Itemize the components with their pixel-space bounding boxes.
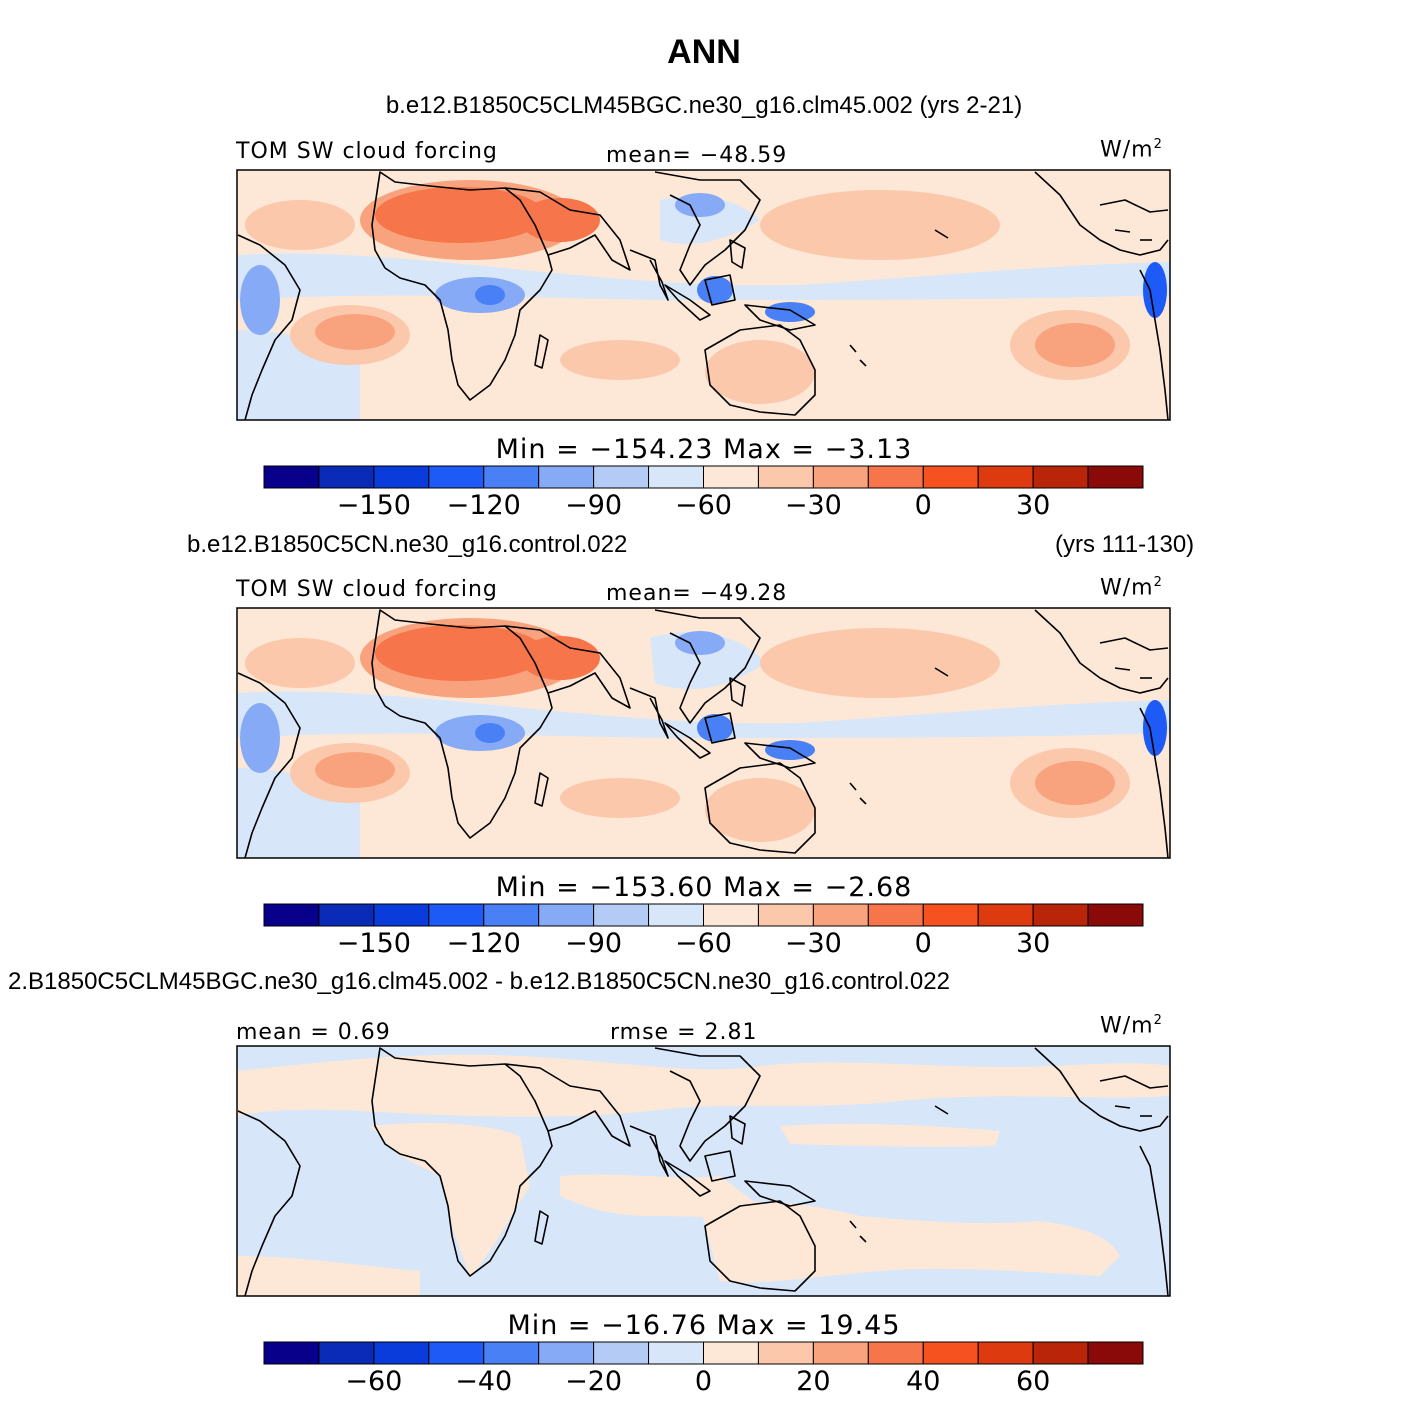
colorbar-cell xyxy=(373,1341,430,1365)
colorbar-cell xyxy=(812,903,869,927)
diff-map xyxy=(236,1045,1171,1297)
colorbar-cell xyxy=(318,465,375,489)
diff-colorbar xyxy=(263,1341,1144,1365)
colorbar-cell xyxy=(483,465,540,489)
colorbar-tick-label: −20 xyxy=(565,1366,623,1397)
case1-name: b.e12.B1850C5CLM45BGC.ne30_g16.clm45.002… xyxy=(385,92,1023,119)
colorbar-cell xyxy=(1032,903,1089,927)
colorbar-cell xyxy=(538,465,595,489)
colorbar-tick-label: −150 xyxy=(336,928,411,959)
colorbar-tick-label: −60 xyxy=(675,928,732,959)
colorbar-cell xyxy=(812,1341,869,1365)
colorbar-tick-label: −60 xyxy=(345,1366,403,1397)
colorbar-cell xyxy=(1087,465,1144,489)
colorbar-cell xyxy=(1032,465,1089,489)
colorbar-tick-label: 0 xyxy=(694,1366,713,1397)
colorbar-cell xyxy=(373,903,430,927)
colorbar-cell xyxy=(263,903,320,927)
colorbar-cell xyxy=(867,465,924,489)
colorbar-cell xyxy=(263,465,320,489)
diff-units: W/m2 xyxy=(1100,1013,1163,1039)
colorbar-tick-label: 20 xyxy=(796,1366,831,1397)
colorbar-cell xyxy=(977,903,1034,927)
colorbar-tick-label: 60 xyxy=(1015,1366,1051,1397)
colorbar-cell xyxy=(648,1341,704,1365)
colorbar-cell xyxy=(593,1341,650,1365)
colorbar-cell xyxy=(428,465,485,489)
colorbar-cell xyxy=(648,903,704,927)
colorbar-cell xyxy=(867,1341,924,1365)
colorbar-tick-label: −150 xyxy=(336,490,411,521)
colorbar-cell xyxy=(757,903,814,927)
case1-minmax: Min = −154.23 Max = −3.13 xyxy=(495,434,913,465)
colorbar-tick-label: −90 xyxy=(565,490,623,521)
diff-rmse-label: rmse = 2.81 xyxy=(610,1020,758,1045)
colorbar-tick-label: −120 xyxy=(446,928,521,959)
colorbar-cell xyxy=(318,1341,375,1365)
colorbar-cell xyxy=(703,1341,759,1365)
figure-title: ANN xyxy=(667,33,741,71)
case2-map xyxy=(236,607,1171,859)
colorbar-cell xyxy=(977,465,1034,489)
colorbar-tick-label: 30 xyxy=(1015,490,1051,521)
diff-name: 2.B1850C5CLM45BGC.ne30_g16.clm45.002 - b… xyxy=(8,968,950,995)
case2-years: (yrs 111-130) xyxy=(1055,531,1195,558)
colorbar-tick-label: −120 xyxy=(446,490,521,521)
colorbar-cell xyxy=(922,1341,979,1365)
case1-colorbar xyxy=(263,465,1144,489)
colorbar-cell xyxy=(703,465,759,489)
case2-colorbar xyxy=(263,903,1144,927)
colorbar-tick-label: −40 xyxy=(455,1366,513,1397)
colorbar-cell xyxy=(867,903,924,927)
colorbar-cell xyxy=(373,465,430,489)
colorbar-cell xyxy=(1087,1341,1144,1365)
case1-mean-label: mean= −48.59 xyxy=(606,143,788,168)
colorbar-cell xyxy=(593,903,650,927)
colorbar-cell xyxy=(757,1341,814,1365)
diff-mean-label: mean = 0.69 xyxy=(236,1020,391,1045)
case1-map xyxy=(236,169,1171,421)
case2-units: W/m2 xyxy=(1100,575,1163,601)
colorbar-cell xyxy=(263,1341,320,1365)
colorbar-cell xyxy=(428,903,485,927)
case2-mean-label: mean= −49.28 xyxy=(606,581,788,606)
colorbar-cell xyxy=(703,903,759,927)
colorbar-cell xyxy=(538,1341,595,1365)
colorbar-cell xyxy=(593,465,650,489)
colorbar-cell xyxy=(538,903,595,927)
case1-units: W/m2 xyxy=(1100,137,1163,163)
diff-minmax: Min = −16.76 Max = 19.45 xyxy=(507,1310,901,1341)
colorbar-cell xyxy=(757,465,814,489)
colorbar-tick-label: −90 xyxy=(565,928,623,959)
colorbar-tick-label: −30 xyxy=(784,490,842,521)
colorbar-cell xyxy=(483,903,540,927)
case2-minmax: Min = −153.60 Max = −2.68 xyxy=(495,872,913,903)
colorbar-cell xyxy=(1087,903,1144,927)
colorbar-cell xyxy=(922,903,979,927)
case2-name: b.e12.B1850C5CN.ne30_g16.control.022 xyxy=(187,531,628,558)
colorbar-cell xyxy=(812,465,869,489)
colorbar-tick-label: −60 xyxy=(675,490,732,521)
colorbar-tick-label: 30 xyxy=(1015,928,1051,959)
colorbar-cell xyxy=(922,465,979,489)
colorbar-cell xyxy=(1032,1341,1089,1365)
case2-variable-label: TOM SW cloud forcing xyxy=(236,577,498,602)
colorbar-cell xyxy=(977,1341,1034,1365)
colorbar-tick-label: 0 xyxy=(914,928,932,959)
colorbar-tick-label: −30 xyxy=(784,928,842,959)
colorbar-tick-label: 0 xyxy=(914,490,932,521)
colorbar-cell xyxy=(318,903,375,927)
colorbar-cell xyxy=(483,1341,540,1365)
case1-variable-label: TOM SW cloud forcing xyxy=(236,139,498,164)
colorbar-cell xyxy=(648,465,704,489)
colorbar-cell xyxy=(428,1341,485,1365)
colorbar-tick-label: 40 xyxy=(906,1366,941,1397)
